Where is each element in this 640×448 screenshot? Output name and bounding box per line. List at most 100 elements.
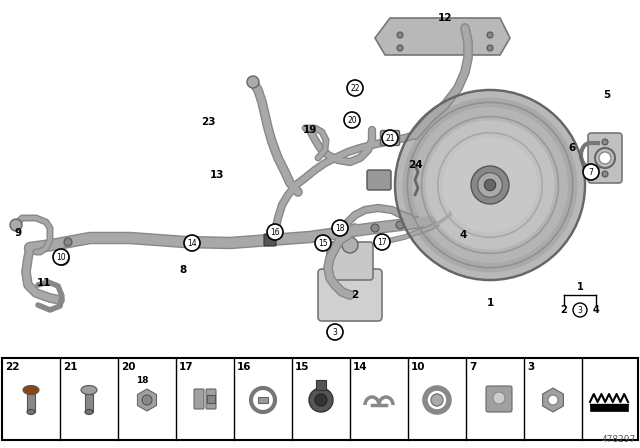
Text: 10: 10 [56,253,66,262]
Circle shape [471,166,509,204]
Circle shape [602,171,608,177]
Text: 19: 19 [303,125,317,135]
Circle shape [142,395,152,405]
Text: 1: 1 [577,282,584,292]
Text: 13: 13 [210,170,224,180]
Circle shape [602,139,608,145]
Circle shape [315,235,331,251]
Text: 17: 17 [377,237,387,246]
Text: 10: 10 [411,362,426,372]
FancyBboxPatch shape [264,234,276,246]
Circle shape [548,395,558,405]
Circle shape [426,121,555,250]
Text: 23: 23 [201,117,215,127]
Ellipse shape [85,409,93,414]
Circle shape [315,394,327,406]
Text: 2: 2 [561,305,568,315]
Text: 22: 22 [5,362,19,372]
Circle shape [397,45,403,51]
Circle shape [493,392,505,404]
Circle shape [382,130,398,146]
Circle shape [247,76,259,88]
Text: 478297: 478297 [602,435,636,444]
Text: 14: 14 [353,362,367,372]
Circle shape [487,45,493,51]
Ellipse shape [81,385,97,395]
FancyBboxPatch shape [367,170,391,190]
Bar [316,380,326,390]
Circle shape [59,255,65,261]
Text: 1: 1 [486,298,493,308]
Circle shape [397,32,403,38]
Circle shape [396,221,404,229]
Circle shape [395,90,585,280]
Circle shape [431,394,443,406]
Text: 15: 15 [295,362,310,372]
Circle shape [599,152,611,164]
Circle shape [327,324,343,340]
Text: 16: 16 [237,362,252,372]
FancyBboxPatch shape [327,242,373,280]
Circle shape [487,32,493,38]
Circle shape [184,235,200,251]
Circle shape [412,107,568,263]
Text: 2: 2 [351,290,358,300]
Text: 4: 4 [460,230,467,240]
Ellipse shape [23,385,39,395]
Bar [27,394,35,412]
Circle shape [347,80,363,96]
Bar [85,394,93,412]
Circle shape [309,388,333,412]
Text: 3: 3 [333,327,337,336]
Circle shape [344,112,360,128]
Bar [2,358,638,440]
Circle shape [477,172,502,198]
Ellipse shape [27,409,35,414]
Circle shape [442,138,538,233]
Text: 5: 5 [604,90,611,100]
Circle shape [64,238,72,246]
Text: 18: 18 [136,376,148,385]
Text: 17: 17 [179,362,194,372]
Circle shape [371,224,379,232]
Text: 11: 11 [36,278,51,288]
Text: 21: 21 [385,134,395,142]
Text: 14: 14 [187,238,197,247]
Text: 18: 18 [335,224,345,233]
FancyBboxPatch shape [334,222,346,234]
Text: 7: 7 [469,362,476,372]
FancyBboxPatch shape [486,386,512,412]
FancyBboxPatch shape [588,133,622,183]
Bar [207,395,215,403]
Circle shape [397,92,583,278]
Circle shape [484,179,496,191]
Circle shape [403,98,577,272]
Text: 21: 21 [63,362,77,372]
FancyBboxPatch shape [206,389,216,409]
Circle shape [267,224,283,240]
Circle shape [342,237,358,253]
Text: 15: 15 [318,238,328,247]
Bar [258,397,268,403]
Circle shape [10,219,22,231]
Circle shape [583,164,599,180]
Circle shape [332,220,348,236]
FancyBboxPatch shape [194,389,204,409]
Text: 20: 20 [121,362,136,372]
Text: 24: 24 [408,160,422,170]
Bar [590,404,628,411]
Circle shape [53,249,69,265]
Text: 12: 12 [438,13,452,23]
Circle shape [374,234,390,250]
Text: 8: 8 [179,265,187,275]
Text: 7: 7 [589,168,593,177]
Text: 6: 6 [568,143,575,153]
Text: 9: 9 [15,228,22,238]
Polygon shape [375,18,510,55]
Text: 20: 20 [347,116,357,125]
Text: 3: 3 [577,306,582,314]
FancyBboxPatch shape [318,269,382,321]
Circle shape [573,303,587,317]
Text: 16: 16 [270,228,280,237]
Text: 22: 22 [350,83,360,92]
